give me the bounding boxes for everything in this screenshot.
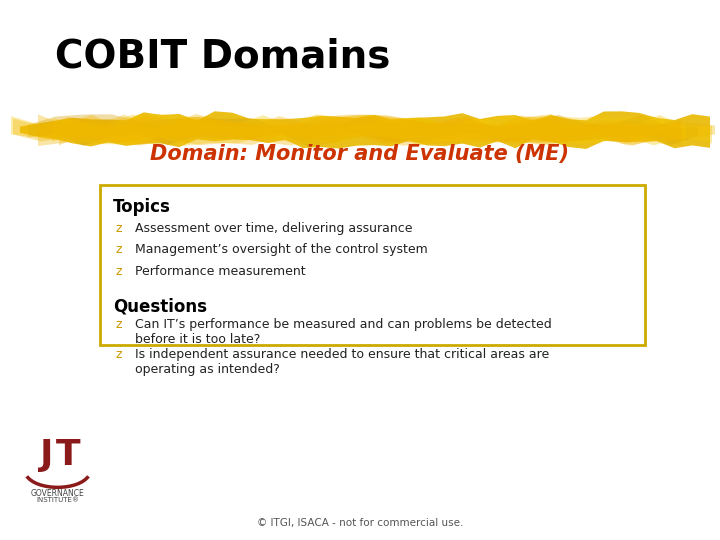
Text: z: z: [116, 244, 122, 256]
Text: Topics: Topics: [113, 199, 171, 217]
Text: COBIT Domains: COBIT Domains: [55, 38, 390, 76]
Text: z: z: [116, 318, 122, 331]
Text: T: T: [56, 438, 81, 472]
Text: Domain: Monitor and Evaluate (ME): Domain: Monitor and Evaluate (ME): [150, 144, 570, 164]
Text: Questions: Questions: [113, 298, 207, 315]
Polygon shape: [11, 115, 712, 145]
Polygon shape: [38, 114, 682, 146]
Text: z: z: [116, 348, 122, 361]
Text: z: z: [116, 222, 122, 235]
Polygon shape: [52, 114, 686, 146]
Text: Is independent assurance needed to ensure that critical areas are
operating as i: Is independent assurance needed to ensur…: [135, 348, 549, 375]
Polygon shape: [59, 114, 715, 146]
Text: J: J: [40, 438, 53, 472]
Polygon shape: [28, 114, 698, 146]
Text: GOVERNANCE: GOVERNANCE: [31, 489, 84, 498]
Text: z: z: [116, 265, 122, 278]
Text: Can IT’s performance be measured and can problems be detected
before it is too l: Can IT’s performance be measured and can…: [135, 318, 552, 346]
Text: Management’s oversight of the control system: Management’s oversight of the control sy…: [135, 244, 427, 256]
Polygon shape: [13, 114, 680, 146]
FancyBboxPatch shape: [100, 185, 645, 345]
Polygon shape: [20, 111, 710, 149]
Text: Performance measurement: Performance measurement: [135, 265, 305, 278]
Text: Assessment over time, delivering assurance: Assessment over time, delivering assuran…: [135, 222, 412, 235]
Text: © ITGI, ISACA - not for commercial use.: © ITGI, ISACA - not for commercial use.: [257, 518, 463, 528]
Text: INSTITUTE®: INSTITUTE®: [36, 497, 79, 503]
